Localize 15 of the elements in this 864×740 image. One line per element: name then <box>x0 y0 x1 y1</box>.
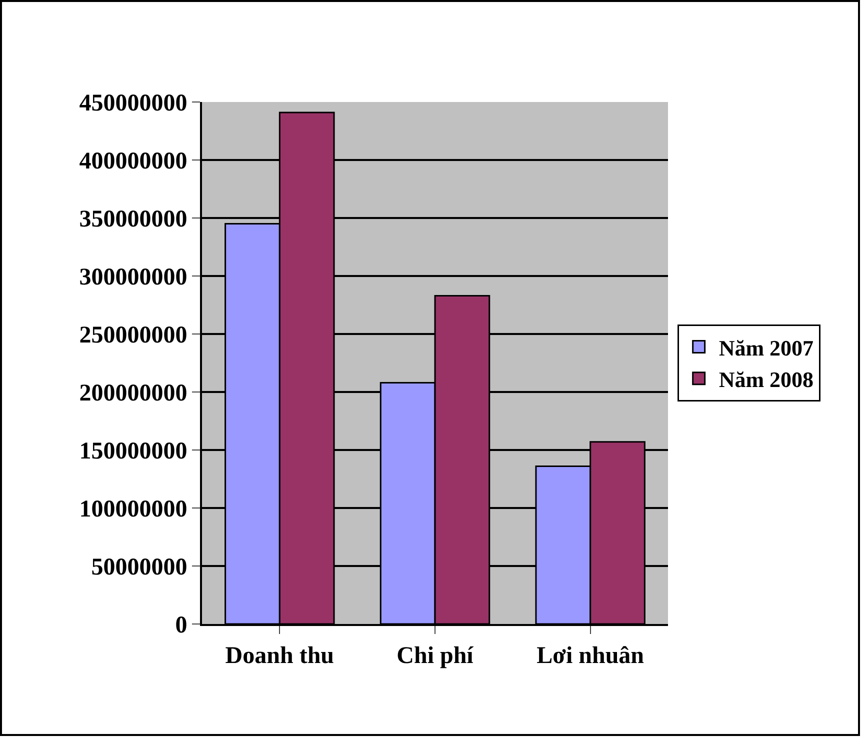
x-tick-label: Lơi nhuân <box>536 642 644 669</box>
y-tick-label: 200000000 <box>79 380 188 406</box>
y-tick-label: 250000000 <box>79 322 188 348</box>
y-tick-label: 300000000 <box>79 264 188 290</box>
x-tick-label: Chi phí <box>396 642 474 669</box>
y-tick-label: 50000000 <box>91 554 188 580</box>
legend-label: Năm 2008 <box>718 366 814 392</box>
y-tick-label: 350000000 <box>79 206 188 232</box>
legend-label: Năm 2007 <box>718 335 814 360</box>
y-tick-label: 150000000 <box>79 438 188 464</box>
y-tick-label: 100000000 <box>79 496 188 522</box>
y-tick-label: 0 <box>175 612 188 638</box>
y-tick-label: 450000000 <box>79 90 188 116</box>
x-tick-label: Doanh thu <box>225 642 334 669</box>
y-tick-label: 400000000 <box>79 148 188 174</box>
